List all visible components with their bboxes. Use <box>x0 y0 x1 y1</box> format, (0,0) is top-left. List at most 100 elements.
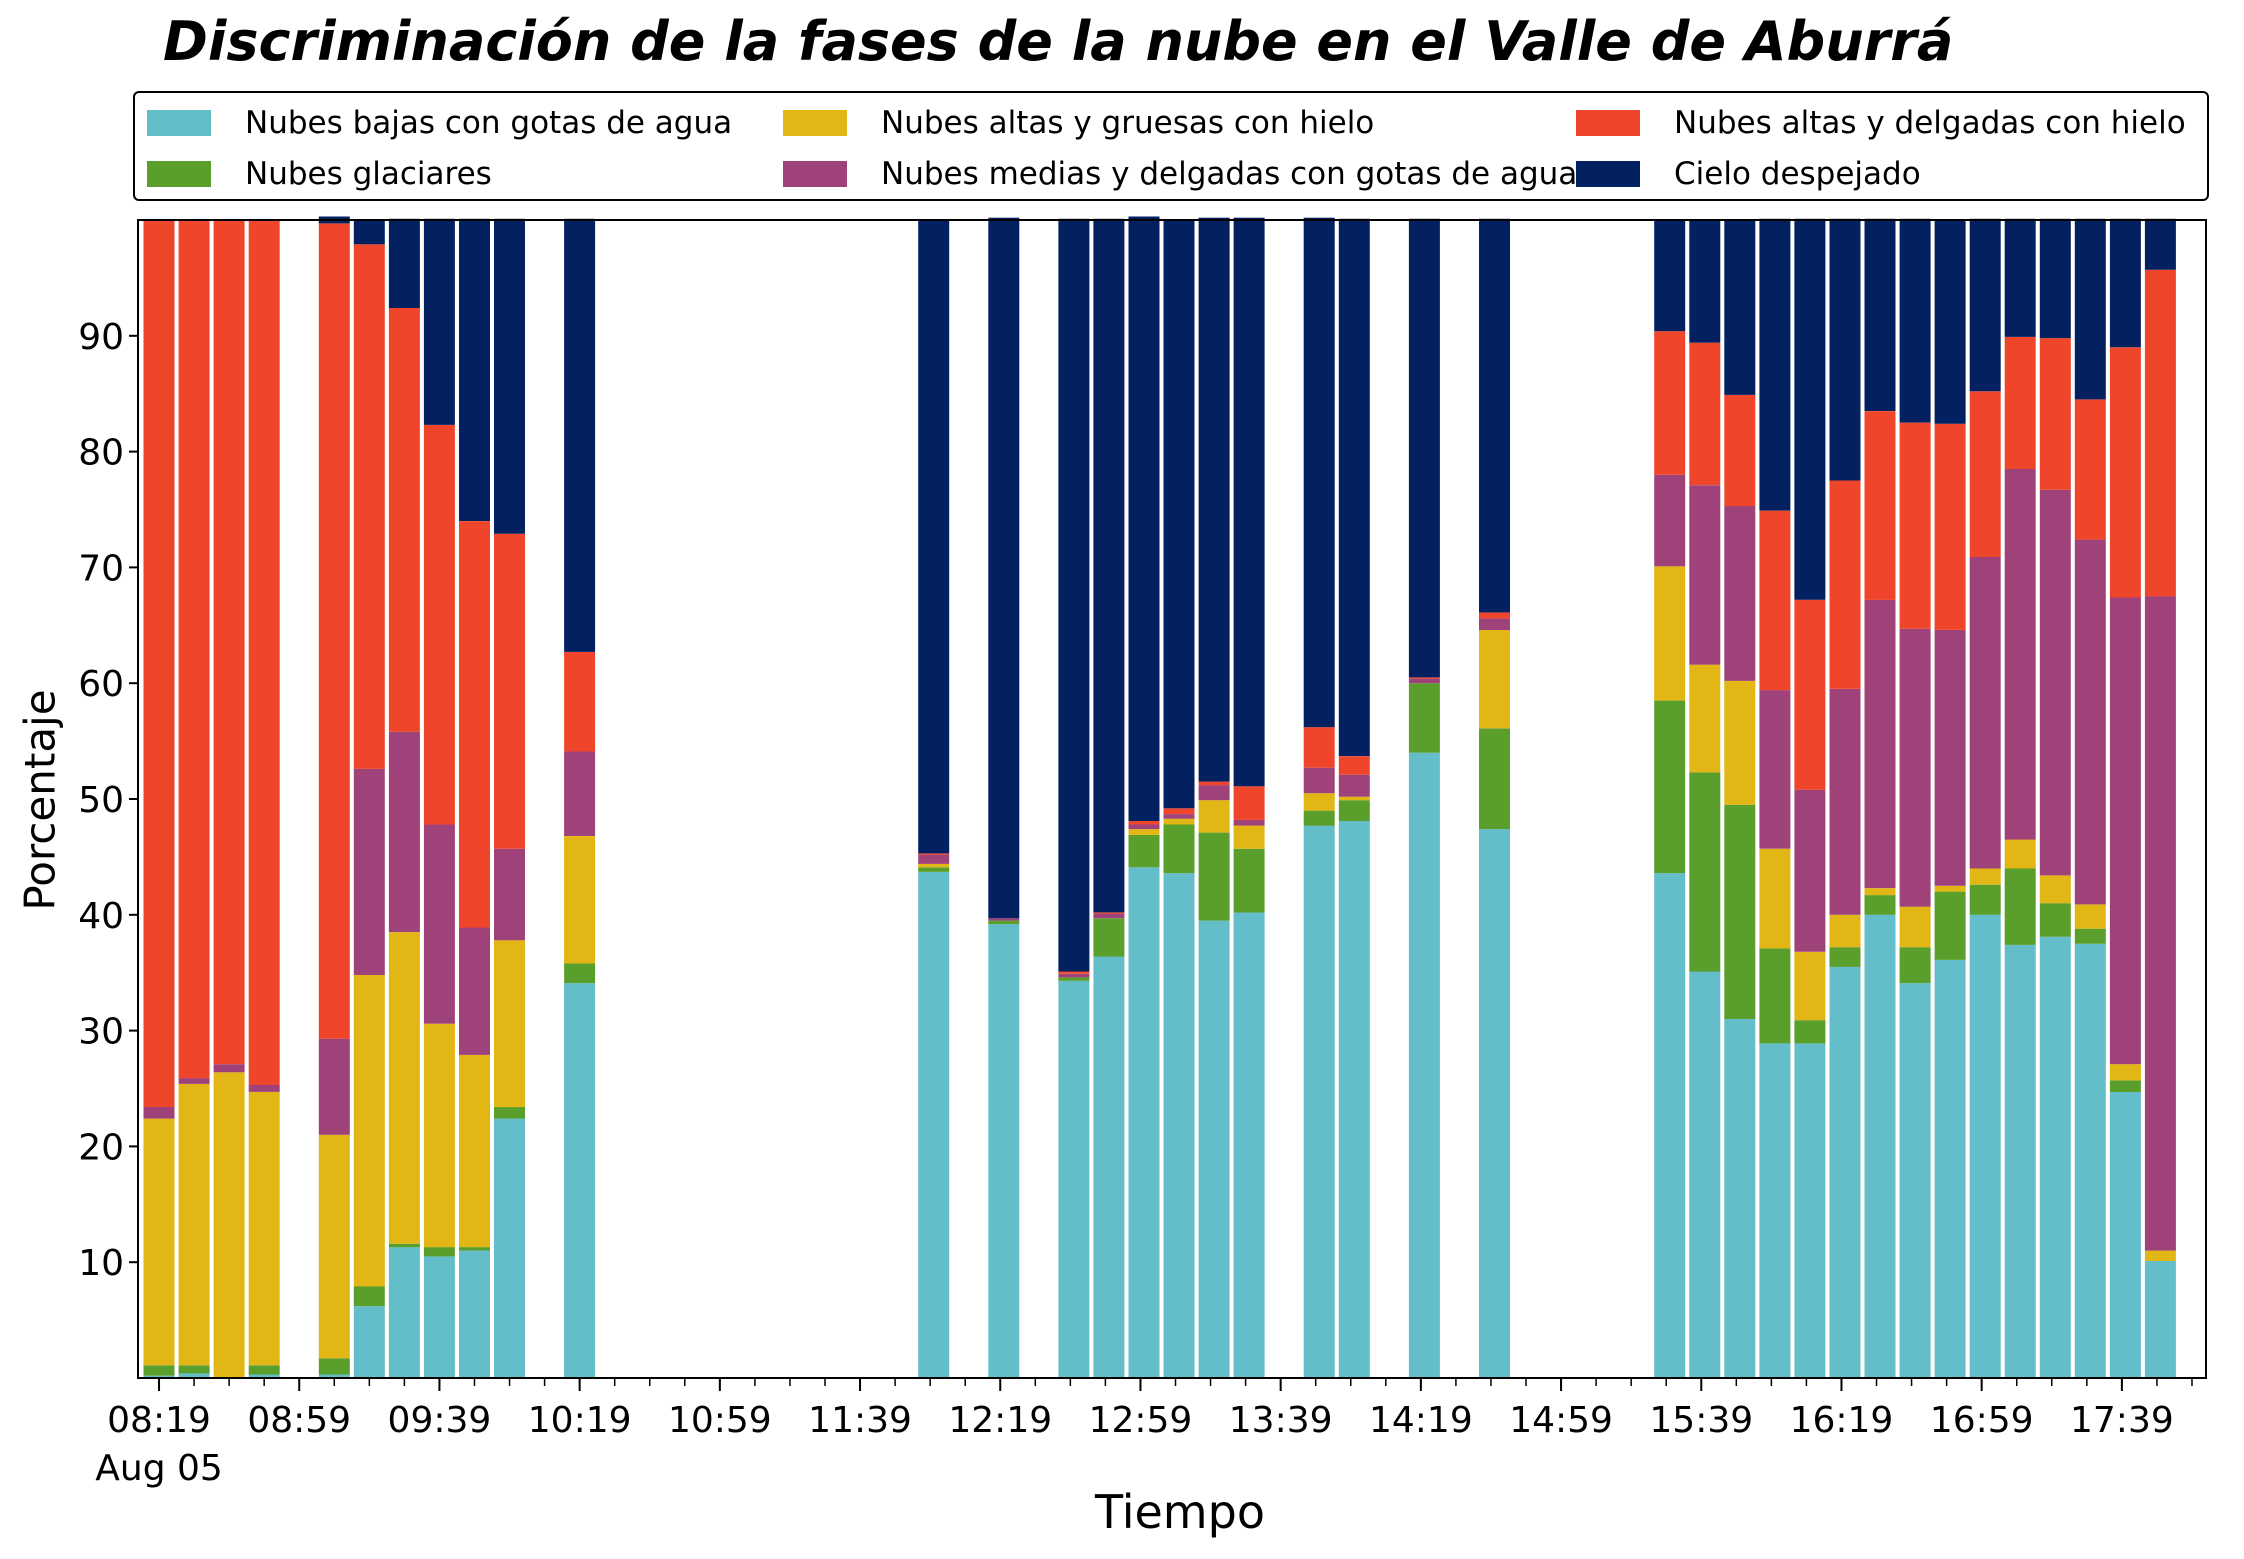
bar-segment <box>1303 825 1335 1378</box>
x-tick-label: 14:19 <box>1369 1400 1473 1441</box>
bar-segment <box>1408 677 1440 679</box>
bar-segment <box>1759 948 1791 1044</box>
bar-segment <box>353 244 385 769</box>
bar-segment <box>2144 596 2176 1251</box>
x-tick-label: 16:59 <box>1930 1400 2034 1441</box>
bar-segment <box>1899 906 1931 948</box>
bar-segment <box>1408 752 1440 1378</box>
bar-segment <box>1198 781 1230 786</box>
bar-segment <box>1829 947 1861 967</box>
bar-segment <box>1654 700 1686 874</box>
bar-segment <box>1724 220 1756 395</box>
x-tick-label: 10:59 <box>668 1400 772 1441</box>
bar-segment <box>1934 629 1966 886</box>
legend-label: Nubes bajas con gotas de agua <box>245 105 733 141</box>
bar-segment <box>1408 678 1440 684</box>
bar-segment <box>1058 971 1090 974</box>
bar-segment <box>2074 943 2106 1379</box>
bar-segment <box>1233 825 1265 849</box>
y-tick-label: 20 <box>78 1127 124 1168</box>
bar-segment <box>2004 868 2036 945</box>
bar-segment <box>2109 347 2141 598</box>
bar-segment <box>178 220 210 1079</box>
bar-segment <box>564 836 596 964</box>
x-tick-label: 09:39 <box>388 1400 492 1441</box>
x-tick-label: 10:19 <box>528 1400 632 1441</box>
bar-segment <box>918 863 950 868</box>
bar-segment <box>1479 218 1510 613</box>
x-axis-label: Tiempo <box>1095 1485 1265 1539</box>
bar-segment <box>1479 829 1510 1378</box>
bar-segment <box>1163 814 1195 819</box>
bar-segment <box>1759 218 1791 511</box>
x-tick-label: 08:59 <box>247 1400 351 1441</box>
bar-segment <box>1864 218 1896 411</box>
bar-segment <box>213 1072 245 1378</box>
bar-segment <box>143 1107 175 1119</box>
bar-segment <box>388 731 420 933</box>
bar-segment <box>1829 914 1861 948</box>
bar-segment <box>1899 422 1931 629</box>
bar-segment <box>213 220 245 1065</box>
legend: Nubes bajas con gotas de agua Nubes glaci… <box>133 91 2209 201</box>
bar-segment <box>1934 960 1966 1378</box>
bar-segment <box>2039 875 2071 904</box>
bar-segment <box>1163 220 1195 809</box>
x-tick-label: 12:59 <box>1089 1400 1193 1441</box>
bar-segment <box>2074 399 2106 540</box>
x-tick-label: 12:19 <box>948 1400 1052 1441</box>
bar-segment <box>1303 217 1335 728</box>
bar-segment <box>248 1085 280 1092</box>
bar-segment <box>2004 469 2036 840</box>
bar-segment <box>2074 539 2106 905</box>
bar-segment <box>1303 810 1335 826</box>
bar-segment <box>1794 1020 1826 1044</box>
bar-segment <box>918 853 950 855</box>
bar-segment <box>1829 966 1861 1378</box>
bar-segment <box>1163 873 1195 1378</box>
bar-segment <box>2039 936 2071 1378</box>
bar-segment <box>1969 884 2001 915</box>
bar-segment <box>1829 689 1861 915</box>
bar-segment <box>494 1107 525 1119</box>
legend-swatch <box>147 110 211 136</box>
bar-segment <box>1058 973 1090 978</box>
bar-segment <box>423 1247 455 1257</box>
bar-segment <box>1303 767 1335 794</box>
bar-segment <box>2004 218 2036 337</box>
bar-segment <box>353 768 385 975</box>
bar-segment <box>918 867 950 872</box>
bar-segment <box>423 824 455 1024</box>
bar-segment <box>1864 914 1896 1378</box>
bar-segment <box>1233 217 1265 787</box>
bar-segment <box>1759 510 1791 691</box>
bar-segment <box>1724 394 1756 507</box>
bar-segment <box>1794 1043 1826 1378</box>
bar-segment <box>1479 612 1510 619</box>
bar-segment <box>1198 800 1230 833</box>
bar-segment <box>1093 956 1125 1378</box>
bar-segment <box>248 1365 280 1375</box>
bar-segment <box>1198 920 1230 1378</box>
x-tick-label: 13:39 <box>1229 1400 1333 1441</box>
bar-segment <box>2109 1092 2141 1378</box>
bar-segment <box>318 1358 350 1375</box>
legend-label: Nubes medias y delgadas con gotas de agu… <box>881 156 1578 192</box>
bar-segment <box>1794 789 1826 952</box>
x-date-label: Aug 05 <box>95 1448 223 1489</box>
bar-segment <box>1338 796 1370 801</box>
bar-segment <box>178 1083 210 1366</box>
y-tick-label: 90 <box>78 317 124 358</box>
bar-segment <box>1058 977 1090 981</box>
bar-segment <box>423 425 455 825</box>
bar-segment <box>1864 895 1896 915</box>
bar-segment <box>178 1373 210 1378</box>
bar-segment <box>1899 218 1931 423</box>
bar-segment <box>1128 867 1160 1378</box>
bar-segment <box>1654 220 1686 332</box>
bar-segment <box>459 927 490 1055</box>
bar-segment <box>1689 485 1721 665</box>
bar-segment <box>1969 914 2001 1378</box>
bar-segment <box>1408 683 1440 753</box>
bar-segment <box>1093 913 1125 919</box>
